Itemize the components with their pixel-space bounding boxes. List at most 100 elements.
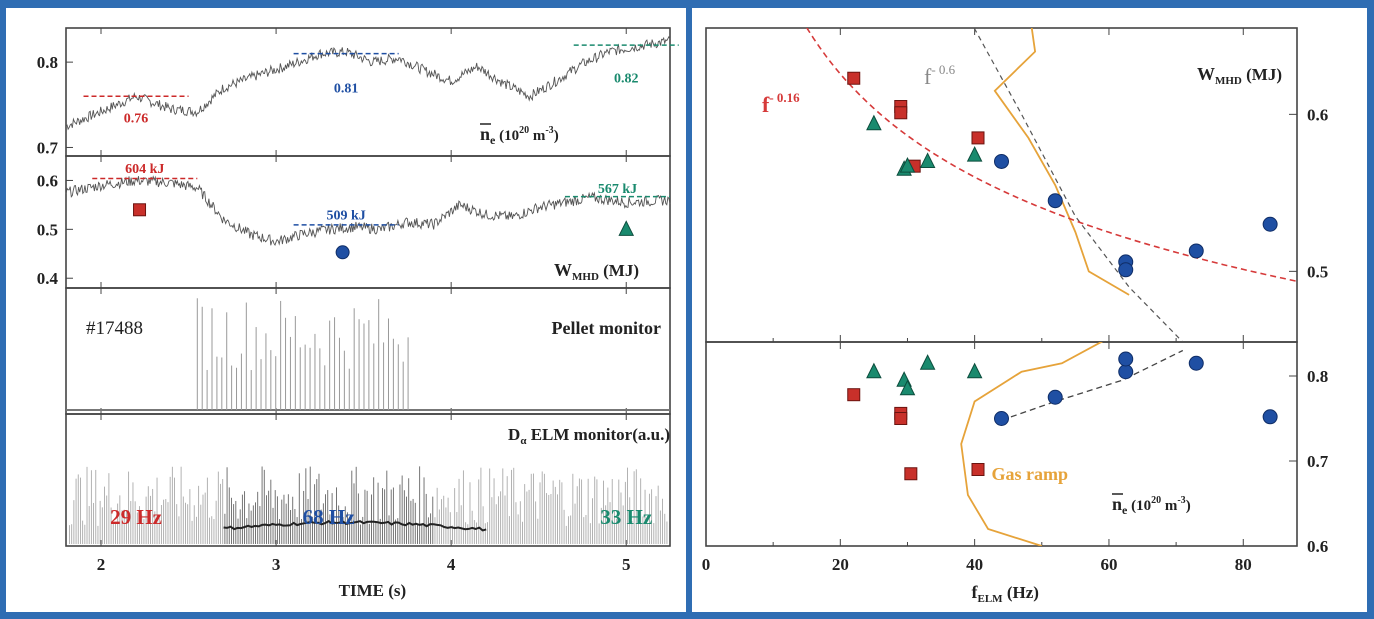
- subplot-frame-4: [65, 413, 671, 547]
- density-axis-label-part: n: [480, 124, 490, 144]
- signal-trace-2: [65, 175, 671, 246]
- circle-marker: [1118, 364, 1134, 380]
- x-tick-label: 5: [622, 555, 631, 574]
- circle-marker: [1262, 216, 1278, 232]
- x-axis-title: TIME (s): [339, 581, 407, 600]
- wmhd-axis-label-part: (MJ): [1242, 65, 1282, 84]
- triangle-marker: [618, 220, 635, 236]
- value-annotation: 0.81: [334, 82, 359, 97]
- gas-ramp-curve-top: [993, 28, 1130, 296]
- triangle-marker: [899, 157, 916, 173]
- density-axis-label-part: m: [1161, 498, 1178, 514]
- frequency-annotation: 68 Hz: [303, 505, 355, 529]
- x-tick-label: 0: [702, 555, 711, 574]
- value-annotation: 567 kJ: [598, 182, 637, 197]
- circle-marker: [1047, 193, 1063, 209]
- x-tick-label: 80: [1235, 555, 1252, 574]
- wmhd-axis-label: WMHD (MJ): [1197, 64, 1282, 87]
- left-time-traces-panel: 2 3 4 5 TIME (s) 0.7 0.8 0.4 0.5 0.6 0.76 0.81 0.82 6…: [6, 8, 686, 612]
- density-axis-label-part: -3: [545, 125, 553, 136]
- pellet-monitor-title: Pellet monitor: [552, 318, 661, 338]
- square-marker: [904, 467, 918, 481]
- circle-marker: [994, 153, 1009, 169]
- circle-marker: [335, 245, 350, 260]
- shot-number: #17488: [86, 318, 143, 339]
- gray-fit-label-part: - 0.6: [931, 62, 955, 77]
- triangle-marker: [899, 379, 916, 396]
- elm-monitor-title-part: D: [508, 425, 520, 444]
- density-axis-label-part: n: [1112, 494, 1122, 514]
- density-axis-label-group: ne (1020 m-3): [480, 123, 559, 147]
- density-axis-label-part: (10: [495, 128, 519, 144]
- x-axis-title-part: (Hz): [1003, 583, 1039, 602]
- circle-marker: [1188, 355, 1204, 371]
- x-tick-label: 4: [447, 555, 456, 574]
- density-axis-label-part: ): [554, 128, 559, 144]
- triangle-marker: [919, 354, 936, 370]
- gas-ramp-label: Gas ramp: [992, 464, 1069, 484]
- x-axis-title-part: f: [972, 582, 979, 602]
- gray-fit-line: [973, 28, 1184, 342]
- wmhd-axis-label: WMHD (MJ): [554, 260, 639, 283]
- circle-marker: [1047, 389, 1063, 405]
- y-tick-label: 0.6: [37, 171, 58, 190]
- x-tick-label: 2: [97, 555, 106, 574]
- triangle-marker: [866, 114, 882, 131]
- bottom-plot-area: [847, 342, 1278, 546]
- square-marker: [133, 203, 147, 217]
- density-axis-label-part: e: [1122, 503, 1128, 517]
- time-traces-chart: 2 3 4 5 TIME (s) 0.7 0.8 0.4 0.5 0.6 0.76 0.81 0.82 6…: [37, 27, 679, 600]
- wmhd-axis-label-part: W: [554, 260, 572, 280]
- triangle-marker: [966, 146, 983, 162]
- elm-baseline-trace: [223, 520, 487, 532]
- x-tick-label: 3: [272, 555, 281, 574]
- red-fit-label-part: f: [762, 92, 770, 117]
- gray-fit-label: f- 0.6: [924, 62, 956, 89]
- wmhd-axis-label-part: (MJ): [599, 261, 639, 280]
- scaling-frame-bottom: [705, 341, 1298, 547]
- density-axis-label-part: e: [490, 133, 496, 147]
- density-axis-label: ne (1020 m-3): [480, 124, 559, 147]
- value-annotation: 0.76: [124, 112, 149, 127]
- circle-marker: [994, 411, 1009, 426]
- square-marker: [894, 106, 908, 120]
- y-tick-label: 0.6: [1307, 537, 1328, 556]
- density-axis-label-part: -3: [1177, 495, 1185, 506]
- circle-marker: [1118, 351, 1134, 367]
- density-trend-line: [1001, 349, 1184, 421]
- circle-marker: [1188, 243, 1204, 259]
- wmhd-axis-label-part: MHD: [1215, 75, 1242, 87]
- value-annotation: 509 kJ: [326, 209, 365, 224]
- density-axis-label-part: (10: [1127, 498, 1151, 514]
- wmhd-axis-label-part: MHD: [572, 271, 599, 283]
- x-axis-title-part: ELM: [978, 593, 1004, 605]
- y-tick-label: 0.4: [37, 269, 59, 288]
- density-axis-label-part: 20: [1151, 495, 1161, 506]
- value-annotation: 604 kJ: [125, 162, 164, 177]
- square-marker: [971, 463, 985, 476]
- square-marker: [847, 388, 861, 402]
- density-axis-label-group: ne (1020 m-3): [1112, 493, 1191, 517]
- gas-ramp-curve-bottom: [960, 342, 1104, 546]
- x-tick-label: 40: [966, 555, 983, 574]
- x-tick-label: 60: [1100, 555, 1117, 574]
- density-axis-label-part: m: [529, 128, 546, 144]
- elm-monitor-title-part: α: [520, 435, 527, 447]
- triangle-marker: [866, 362, 882, 379]
- density-axis-label-part: 20: [519, 125, 529, 136]
- y-tick-label: 0.7: [1307, 452, 1329, 471]
- x-axis-title: fELM (Hz): [972, 582, 1039, 605]
- signal-trace-1: [65, 35, 671, 131]
- x-tick-label: 20: [832, 555, 849, 574]
- y-tick-label: 0.8: [37, 53, 58, 72]
- frequency-annotation: 33 Hz: [600, 505, 652, 529]
- y-tick-label: 0.8: [1307, 367, 1328, 386]
- y-tick-label: 0.6: [1307, 105, 1328, 124]
- subplot-frame-3: [65, 287, 671, 415]
- subplot-frame-1: [65, 27, 671, 157]
- y-tick-label: 0.5: [37, 220, 58, 239]
- triangle-marker: [919, 152, 936, 168]
- red-fit-label-part: - 0.16: [769, 90, 800, 105]
- right-scaling-panel: 0 20 40 60 80 fELM (Hz) 0.5 0.6 0.6 0.7 0.8 f- 0.16…: [692, 8, 1367, 612]
